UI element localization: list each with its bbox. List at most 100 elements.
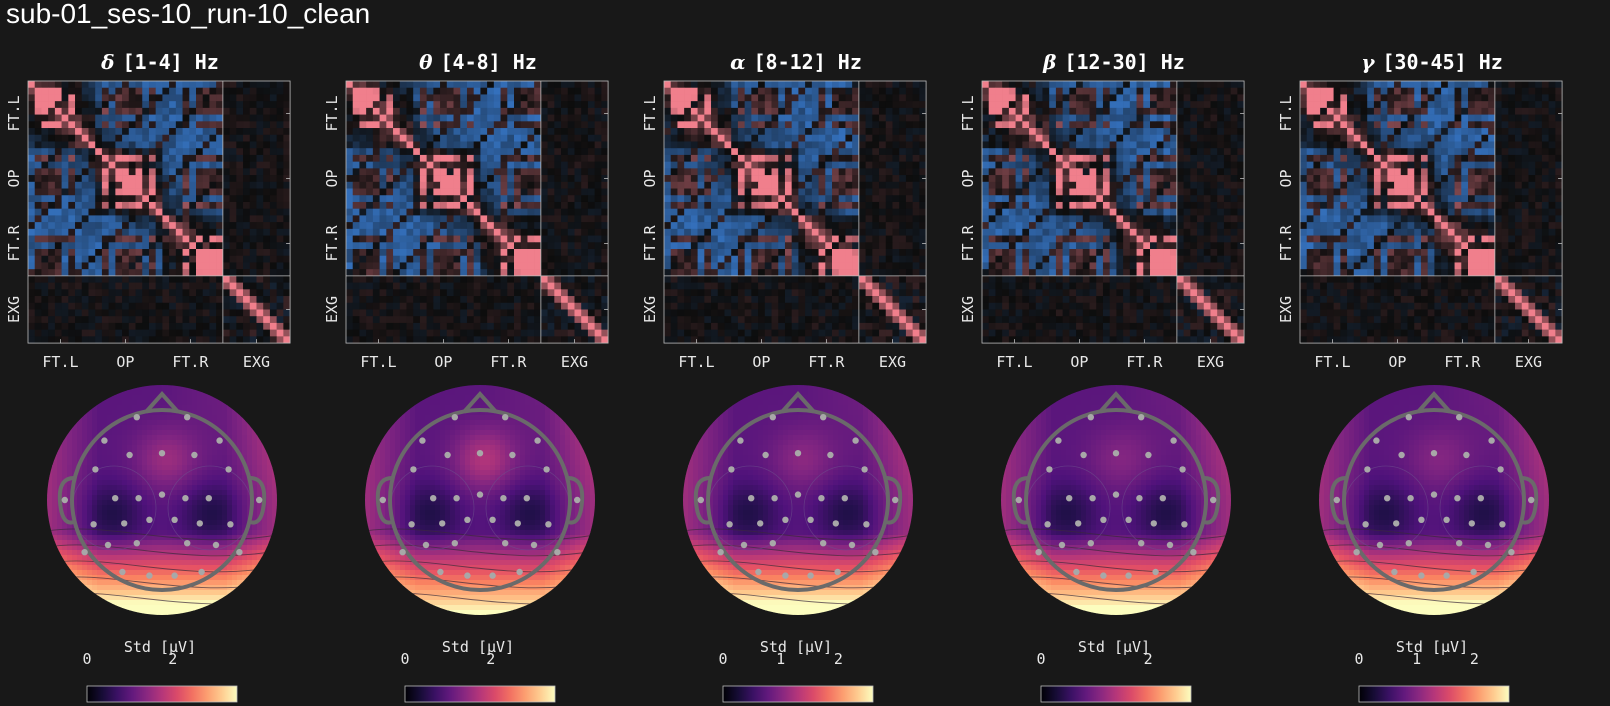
matrix-cell [243,168,251,176]
topomap-pixel [47,510,53,516]
matrix-cell [426,101,434,109]
matrix-cell [243,87,251,95]
matrix-cell [433,249,441,257]
matrix-cell [547,175,555,183]
topomap-pixel [242,485,248,491]
topomap-pixel [187,535,193,541]
topomap-pixel [117,455,123,461]
topomap-pixel [257,510,263,516]
matrix-cell [372,181,380,189]
matrix-cell [236,94,244,102]
topomap-pixel [102,460,108,466]
topomap-pixel [182,530,188,536]
matrix-cell [446,262,454,270]
matrix-cell [540,289,548,297]
matrix-cell [419,128,427,136]
topomap-pixel [247,555,253,561]
matrix-cell [48,282,56,290]
matrix-cell [540,121,548,129]
matrix-cell [169,134,177,142]
topomap-pixel [242,555,248,561]
matrix-cell [507,148,515,156]
topomap-pixel [147,440,153,446]
topomap-pixel [147,505,153,511]
topomap-pixel [102,385,108,391]
matrix-cell [561,282,569,290]
topomap-pixel [162,400,168,406]
topomap-pixel [207,410,213,416]
topomap-pixel [197,600,203,606]
matrix-cell [209,208,217,216]
matrix-cell [399,81,407,89]
topomap-pixel [82,395,88,401]
matrix-cell [540,148,548,156]
matrix-cell [28,201,36,209]
matrix-cell [473,121,481,129]
topomap-pixel [182,435,188,441]
matrix-cell [547,242,555,250]
matrix-cell [480,101,488,109]
topomap-pixel [52,560,58,566]
topomap-pixel [137,445,143,451]
matrix-cell [75,188,83,196]
matrix-cell [352,87,360,95]
topomap-pixel [157,605,163,611]
topomap-pixel [182,490,188,496]
topomap-pixel [182,520,188,526]
topomap-pixel [117,595,123,601]
band-title: θ [4-8] Hz [318,50,638,74]
matrix-cell [155,208,163,216]
topomap-pixel [67,390,73,396]
topomap-pixel [197,445,203,451]
topomap-pixel [132,550,138,556]
topomap-pixel [252,395,258,401]
topomap-pixel [147,435,153,441]
matrix-cell [419,148,427,156]
matrix-cell [148,336,156,344]
matrix-cell [594,141,602,149]
matrix-cell [249,94,257,102]
topomap-pixel [232,595,238,601]
matrix-cell [283,195,291,203]
matrix-cell [222,262,230,270]
matrix-cell [229,282,237,290]
sensor-dot [236,549,243,556]
topomap-pixel [222,425,228,431]
topomap-pixel [137,485,143,491]
matrix-cell [162,289,170,297]
matrix-cell [507,228,515,236]
topomap-pixel [97,580,103,586]
matrix-cell [34,201,42,209]
matrix-cell [81,195,89,203]
matrix-cell [601,215,609,223]
matrix-cell [574,228,582,236]
matrix-cell [54,296,62,304]
topomap-pixel [217,390,223,396]
topomap-pixel [107,470,113,476]
matrix-cell [128,154,136,162]
topomap-pixel [82,530,88,536]
matrix-cell [534,128,542,136]
matrix-cell [386,141,394,149]
topomap-pixel [257,520,263,526]
matrix-cell [162,188,170,196]
matrix-cell [466,107,474,115]
topomap-pixel [157,475,163,481]
matrix-cell [155,222,163,230]
topomap-pixel [112,445,118,451]
matrix-cell [386,81,394,89]
topomap-pixel [207,510,213,516]
topomap-pixel [167,445,173,451]
topomap-pixel [237,415,243,421]
matrix-cell [359,235,367,243]
matrix-cell [487,296,495,304]
matrix-cell [128,269,136,277]
topomap-pixel [232,460,238,466]
matrix-cell [466,175,474,183]
matrix-cell [48,242,56,250]
topomap-pixel [257,415,263,421]
matrix-cell [236,175,244,183]
matrix-cell [269,175,277,183]
matrix-cell [216,134,224,142]
matrix-cell [101,134,109,142]
